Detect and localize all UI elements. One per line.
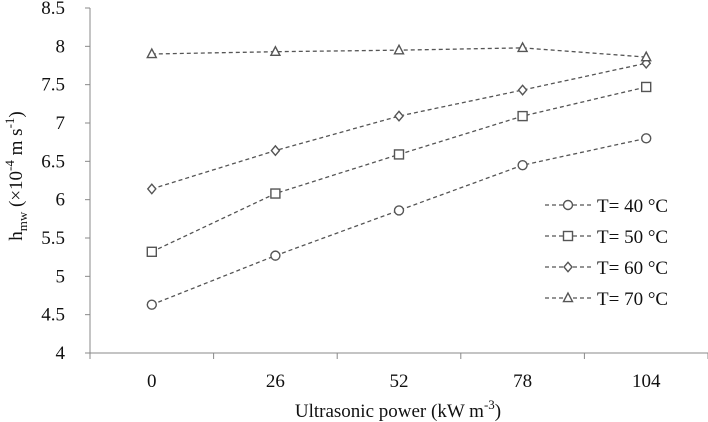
legend-marker [563,261,573,273]
series-diamond [146,57,652,195]
data-point [270,144,281,157]
axes [85,7,708,359]
data-point [146,47,158,59]
data-point [393,205,405,216]
legend-marker [562,199,574,211]
y-tick-label: 8 [56,36,66,57]
legend-marker [562,230,574,242]
series-circle [146,133,652,310]
y-tick-label: 4 [56,343,66,364]
y-axis-title: hmw (×10-4 m s-1) [2,111,30,241]
legend-label: T= 50 °C [597,227,668,248]
y-tick-label: 7 [56,113,66,134]
y-tick-label: 5 [56,266,66,287]
data-point [394,110,404,122]
series-lines [146,41,652,310]
data-point [640,50,652,62]
y-tick-label: 4.5 [41,305,65,326]
data-point [269,45,282,56]
data-point [517,159,528,171]
legend-label: T= 60 °C [597,258,668,279]
data-point [393,43,405,55]
data-point [393,149,405,160]
x-axis-title: Ultrasonic power (kW m-3) [295,397,501,422]
data-point [517,110,528,122]
data-point [146,183,157,195]
series-line [151,62,647,190]
legend-label: T= 40 °C [597,196,668,217]
data-point [641,133,652,144]
data-point [270,188,281,199]
data-point [146,246,158,258]
x-tick-label: 104 [632,371,661,392]
x-tick-label: 0 [147,371,157,392]
data-point [517,84,528,96]
y-tick-label: 7.5 [41,75,65,96]
x-tick-label: 26 [266,371,285,392]
series-square [146,81,652,258]
y-tick-label: 5.5 [41,228,65,249]
legend: T= 40 °C T= 50 °C T= 60 °C T= 70 °C [537,191,705,311]
data-point [641,81,652,93]
x-tick-label: 52 [390,371,409,392]
data-point [516,41,529,53]
x-tick-labels: 0 26 52 78 104 [147,371,661,392]
legend-label: T= 70 °C [597,289,668,310]
x-tick-label: 78 [513,371,532,392]
data-point [270,250,281,261]
data-point [146,299,158,310]
y-tick-label: 8.5 [41,0,65,19]
series-triangle [146,41,652,62]
y-tick-label: 6 [56,190,66,211]
y-tick-label: 6.5 [41,151,65,172]
y-tick-labels: 4 4.5 5 5.5 6 6.5 7 7.5 8 8.5 [41,0,65,364]
legend-marker [562,291,574,303]
